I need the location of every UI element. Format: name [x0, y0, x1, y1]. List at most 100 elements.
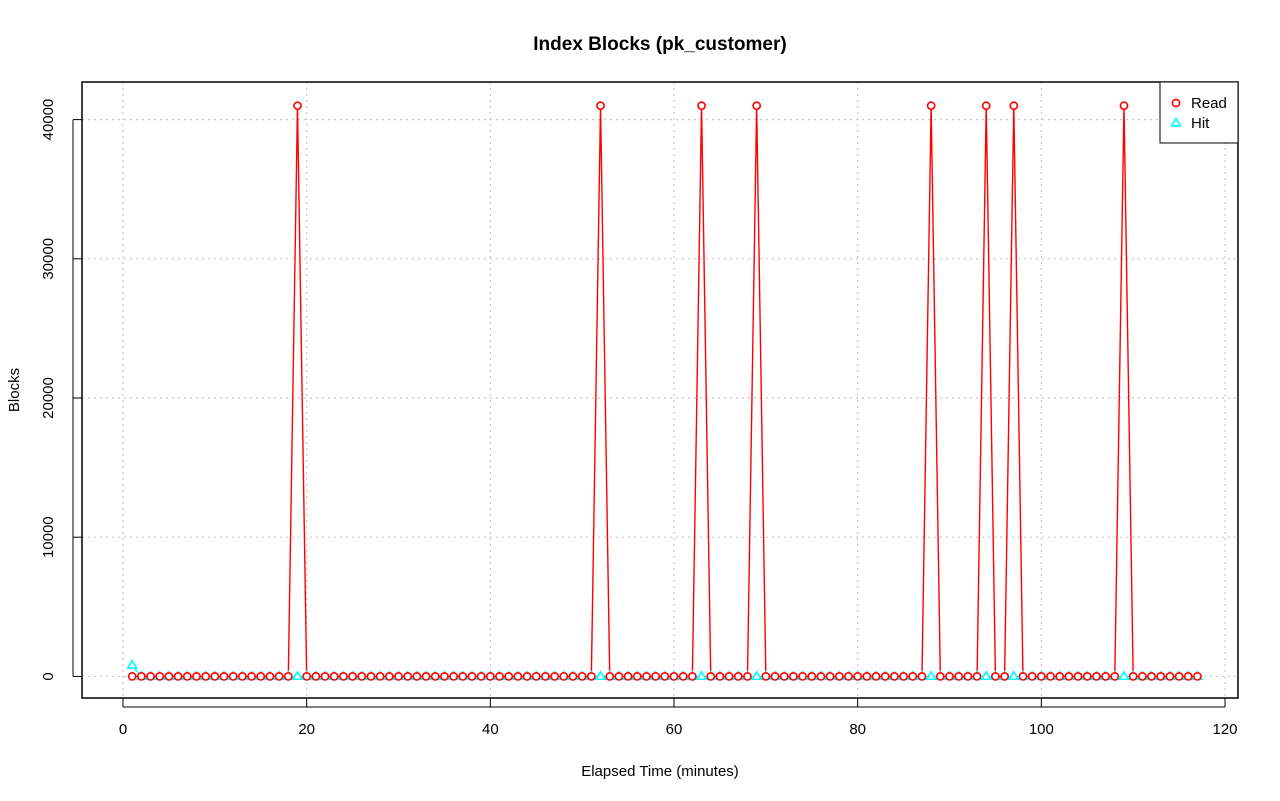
- data-point-read: [495, 672, 504, 681]
- data-point-read: [1183, 672, 1193, 681]
- data-point-read: [1073, 672, 1083, 681]
- data-point-read: [945, 672, 954, 681]
- data-point-read: [844, 672, 853, 681]
- x-tick-label: 0: [119, 721, 127, 738]
- data-point-read: [816, 672, 826, 681]
- data-point-read: [192, 672, 201, 681]
- x-tick-label: 60: [666, 721, 683, 738]
- data-point-read: [788, 672, 798, 681]
- data-point-read: [651, 672, 661, 681]
- data-point-read: [972, 672, 982, 681]
- data-point-read: [871, 672, 881, 681]
- x-tick-label: 100: [1029, 721, 1054, 738]
- y-tick-label: 30000: [40, 238, 57, 280]
- data-point-read: [568, 672, 578, 681]
- data-point-read: [1064, 672, 1074, 681]
- data-point-hit: [695, 670, 708, 681]
- data-point-read: [605, 672, 615, 681]
- data-point-read: [687, 672, 697, 681]
- legend-marker-read: [1171, 98, 1181, 108]
- data-point-read: [715, 672, 725, 681]
- data-point-read: [1055, 672, 1065, 681]
- legend-label-read: Read: [1191, 95, 1227, 112]
- data-point-read: [1009, 101, 1019, 111]
- series-points-read: [127, 101, 1202, 681]
- data-point-read: [853, 672, 863, 681]
- data-point-read: [1147, 672, 1156, 681]
- data-point-read: [1174, 672, 1184, 681]
- data-point-read: [1046, 672, 1055, 681]
- series-points: [126, 101, 1204, 681]
- y-tick-label: 0: [40, 672, 57, 680]
- data-point-read: [219, 672, 229, 681]
- data-point-read: [963, 672, 973, 681]
- data-point-read: [669, 672, 679, 681]
- series-line-read: [132, 105, 1198, 678]
- data-point-read: [522, 672, 532, 681]
- data-point-hit: [980, 670, 992, 681]
- data-point-read: [449, 672, 458, 681]
- data-point-read: [890, 672, 899, 681]
- data-point-read: [531, 672, 541, 681]
- data-point-read: [1119, 101, 1129, 111]
- data-point-read: [366, 672, 376, 681]
- data-point-read: [173, 672, 183, 681]
- data-point-read: [954, 672, 964, 681]
- data-point-read: [182, 672, 192, 681]
- data-point-read: [761, 672, 771, 681]
- data-point-read: [596, 101, 605, 111]
- y-axis: 0 10000 20000 30000 40000: [40, 99, 82, 681]
- data-point-read: [485, 672, 495, 681]
- data-point-read: [384, 672, 394, 681]
- data-point-read: [779, 672, 789, 681]
- data-point-read: [513, 672, 523, 681]
- x-tick-label: 120: [1212, 721, 1237, 738]
- data-point-read: [706, 672, 716, 681]
- data-point-read: [1128, 672, 1138, 681]
- data-point-read: [724, 672, 734, 681]
- x-axis-label: Elapsed Time (minutes): [581, 763, 739, 780]
- data-point-read: [283, 672, 293, 681]
- data-point-read: [1165, 672, 1175, 681]
- data-point-read: [632, 672, 642, 681]
- data-point-read: [458, 672, 468, 681]
- data-point-read: [302, 672, 312, 681]
- data-point-read: [1027, 672, 1037, 681]
- data-point-read: [807, 672, 817, 681]
- grid: [82, 82, 1238, 698]
- data-point-read: [678, 672, 688, 681]
- data-point-read: [550, 672, 560, 681]
- legend-box: [1159, 81, 1239, 144]
- y-axis-label: Blocks: [6, 368, 23, 412]
- data-point-read: [256, 672, 266, 681]
- data-point-read: [164, 672, 174, 681]
- data-point-read: [329, 672, 339, 681]
- x-tick-label: 80: [849, 721, 866, 738]
- data-point-hit: [750, 670, 763, 681]
- data-point-read: [247, 672, 256, 681]
- data-point-read: [403, 672, 413, 681]
- data-point-read: [228, 672, 238, 681]
- data-point-read: [752, 101, 762, 111]
- data-point-read: [348, 672, 357, 681]
- data-point-read: [642, 672, 651, 681]
- data-point-read: [577, 672, 587, 681]
- data-point-read: [981, 101, 991, 111]
- legend-marker-hit: [1170, 116, 1182, 127]
- data-point-read: [1156, 672, 1166, 681]
- data-point-read: [375, 672, 385, 681]
- data-point-read: [991, 672, 1000, 681]
- data-point-hit: [126, 659, 138, 669]
- x-tick-label: 20: [298, 721, 315, 738]
- data-point-read: [320, 672, 330, 681]
- data-point-read: [586, 672, 596, 681]
- data-point-read: [146, 672, 155, 681]
- data-point-read: [935, 672, 945, 681]
- data-point-read: [770, 672, 780, 681]
- data-point-read: [274, 672, 284, 681]
- data-point-read: [127, 672, 137, 681]
- data-point-read: [136, 672, 146, 681]
- data-point-read: [467, 672, 477, 681]
- data-point-read: [430, 672, 440, 681]
- data-point-read: [357, 672, 367, 681]
